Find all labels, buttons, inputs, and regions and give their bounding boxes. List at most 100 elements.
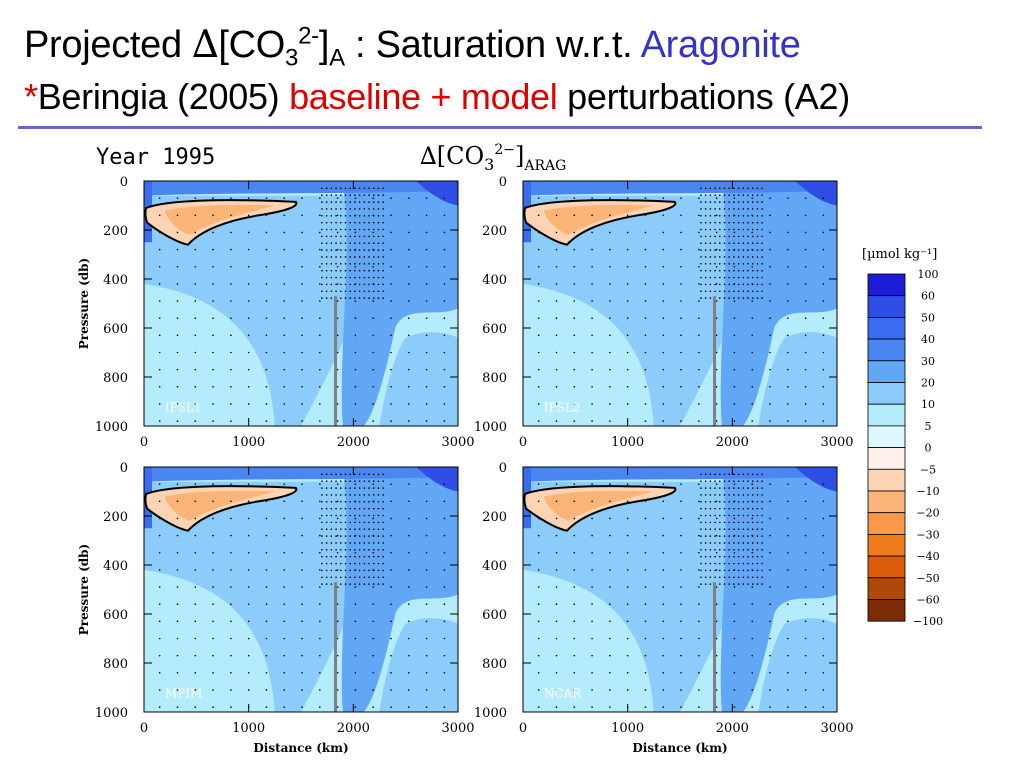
station-dot	[377, 507, 380, 510]
station-dot	[715, 551, 718, 554]
station-dot	[330, 256, 333, 258]
station-dot	[733, 689, 736, 691]
station-dot	[194, 334, 197, 337]
station-dot	[230, 569, 232, 571]
y-tick-label: 600	[482, 608, 507, 623]
station-dot	[358, 480, 361, 483]
station-dot	[662, 265, 665, 268]
station-dot	[591, 368, 593, 371]
station-dot	[344, 535, 347, 537]
station-dot	[247, 283, 250, 285]
station-dot	[325, 494, 328, 496]
station-dot	[344, 473, 347, 476]
station-dot	[715, 351, 718, 354]
station-dot	[363, 487, 366, 489]
station-dot	[339, 290, 342, 293]
station-dot	[335, 263, 337, 265]
station-dot	[700, 187, 702, 190]
station-dot	[662, 483, 665, 485]
station-dot	[319, 214, 321, 217]
station-dot	[176, 500, 179, 503]
station-dot	[700, 256, 702, 258]
station-dot	[336, 351, 339, 354]
station-dot	[718, 535, 721, 537]
station-dot	[709, 263, 712, 265]
station-dot	[349, 214, 351, 217]
station-dot	[709, 187, 712, 190]
station-dot	[363, 194, 366, 197]
station-dot	[822, 265, 825, 268]
station-dot	[335, 290, 337, 293]
field-right-band	[341, 467, 458, 712]
station-dot	[662, 403, 665, 405]
station-dot	[704, 235, 707, 238]
colorbar-label: 50	[921, 311, 935, 324]
station-dot	[354, 231, 357, 234]
station-dot	[354, 214, 356, 217]
station-dot	[363, 228, 366, 231]
station-dot	[325, 562, 328, 565]
station-dot	[372, 283, 375, 286]
station-dot	[737, 494, 740, 496]
station-dot	[408, 300, 410, 302]
station-dot	[751, 265, 754, 268]
station-dot	[728, 283, 730, 286]
station-dot	[339, 208, 342, 210]
station-dot	[339, 514, 342, 517]
station-dot	[715, 197, 718, 199]
station-dot	[382, 228, 384, 231]
station-dot	[756, 194, 759, 197]
station-dot	[714, 487, 716, 489]
field-bottom-right	[379, 618, 458, 712]
station-dot	[344, 208, 347, 210]
station-dot	[176, 214, 179, 217]
station-dot	[319, 706, 321, 708]
station-dot	[704, 242, 707, 245]
station-dot	[742, 235, 745, 238]
station-dot	[822, 689, 825, 691]
station-dot	[321, 487, 323, 489]
station-dot	[321, 542, 323, 544]
station-dot	[372, 386, 375, 388]
station-dot	[283, 317, 286, 320]
slide-title-line2: *Beringia (2005) baseline + model pertur…	[24, 76, 850, 117]
station-dot	[537, 317, 540, 320]
station-dot	[715, 569, 718, 571]
station-dot	[769, 586, 771, 588]
station-dot	[751, 528, 754, 531]
station-dot	[247, 569, 250, 571]
station-dot	[573, 265, 576, 268]
station-dot	[733, 265, 736, 268]
station-dot	[382, 249, 384, 251]
station-dot	[700, 276, 702, 279]
station-dot	[344, 249, 347, 251]
colorbar-swatch	[867, 468, 906, 492]
station-dot	[349, 521, 351, 524]
station-dot	[330, 214, 333, 217]
station-dot	[335, 521, 337, 524]
station-dot	[747, 514, 749, 517]
station-dot	[325, 542, 328, 544]
station-dot	[718, 235, 721, 238]
station-dot	[344, 500, 347, 503]
station-dot	[787, 300, 789, 302]
station-dot	[301, 265, 303, 268]
station-dot	[176, 706, 179, 708]
station-dot	[301, 351, 303, 354]
station-dot	[733, 276, 735, 279]
station-dot	[751, 637, 754, 640]
station-dot	[194, 317, 197, 320]
station-dot	[700, 263, 702, 265]
station-dot	[363, 549, 366, 551]
station-dot	[408, 569, 410, 571]
station-dot	[756, 562, 759, 565]
station-dot	[212, 300, 214, 302]
station-dot	[680, 334, 682, 337]
station-dot	[787, 637, 789, 640]
station-dot	[723, 235, 726, 238]
station-dot	[158, 483, 161, 485]
station-dot	[212, 517, 214, 520]
station-dot	[700, 507, 702, 510]
station-dot	[555, 214, 558, 217]
